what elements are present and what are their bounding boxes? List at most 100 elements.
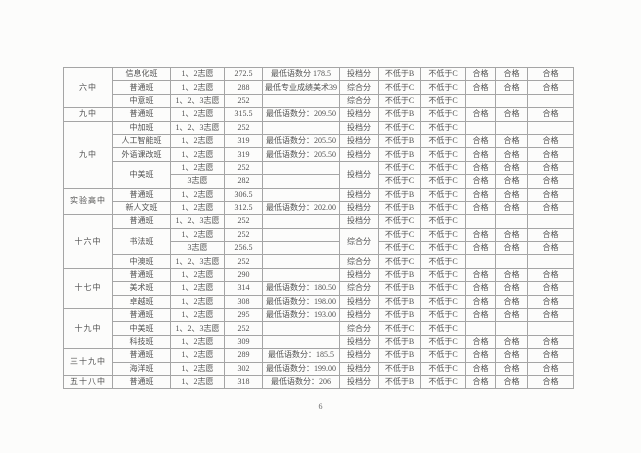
- remark-cell: [262, 174, 340, 189]
- grade-c-cell: 不低于C: [420, 321, 466, 336]
- class-cell: 普通班: [112, 267, 171, 283]
- table-body: 六中 信息化班 1、2志愿 272.5 最低语数分 178.5 投档分 不低于B 不低于C 合格…: [63, 66, 574, 390]
- volunteer-cell: 1、2、3志愿: [170, 321, 225, 336]
- grade-b-cell: 不低于B: [378, 348, 421, 363]
- pass-cell: 合格: [465, 147, 496, 162]
- table-row: 海洋班 1、2志愿 302 最低语数分：199.00 投档分 不低于B 不低于C 合格 合格 合格: [64, 361, 574, 376]
- pass-cell: 合格: [495, 227, 528, 243]
- pass-cell: 合格: [495, 334, 528, 350]
- class-cell: 外语课改班: [112, 147, 171, 162]
- grade-b-cell: 不低于C: [378, 160, 421, 176]
- remark-cell: 最低专业成绩美术39: [262, 80, 340, 95]
- grade-c-cell: 不低于C: [420, 281, 466, 296]
- grade-b-cell: 不低于B: [378, 361, 421, 376]
- pass-cell: [527, 93, 574, 109]
- volunteer-cell: 1、2志愿: [170, 361, 225, 376]
- table-row: 实验高中 普通班 1、2志愿 306.5 投档分 不低于B 不低于C 合格 合格 合格: [63, 187, 574, 216]
- pass-cell: 合格: [495, 294, 528, 310]
- grade-b-cell: 不低于C: [378, 227, 421, 243]
- table-row: 卓越班 1、2志愿 308 最低语数分：198.00 投档分 不低于B 不低于C 合格 合格 合格: [64, 294, 574, 310]
- pass-cell: 合格: [495, 66, 528, 82]
- grade-b-cell: 不低于C: [378, 93, 421, 109]
- score-cell: 314: [224, 281, 263, 296]
- volunteer-cell: 3志愿: [170, 241, 225, 256]
- grade-b-cell: 不低于B: [378, 107, 421, 122]
- pass-cell: 合格: [495, 281, 528, 296]
- pass-cell: 合格: [527, 374, 574, 390]
- grade-b-cell: 不低于C: [378, 80, 421, 95]
- score-cell: 290: [224, 267, 263, 283]
- grade-c-cell: 不低于C: [420, 348, 466, 363]
- grade-b-cell: 不低于B: [378, 133, 421, 149]
- pass-cell: 合格: [465, 107, 496, 122]
- score-type-cell: 投档分: [339, 133, 379, 149]
- score-cell: 252: [224, 160, 263, 176]
- pass-cell: [495, 93, 528, 109]
- score-type-cell: 综合分: [339, 281, 379, 296]
- score-type-cell: 投档分: [339, 66, 379, 82]
- remark-cell: 最低语数分：180.50: [262, 281, 340, 296]
- pass-cell: 合格: [465, 66, 496, 82]
- grade-c-cell: 不低于C: [420, 147, 466, 162]
- table-row: 书法班 1、2志愿 252 综合分 不低于C 不低于C 合格 合格 合格: [64, 227, 574, 256]
- remark-cell: 最低语数分：209.50: [262, 107, 340, 122]
- volunteer-cell: 1、2志愿: [170, 66, 225, 82]
- grade-c-cell: 不低于C: [420, 93, 466, 109]
- class-cell: 中美班: [112, 321, 171, 336]
- pass-cell: [495, 254, 528, 269]
- remark-cell: 最低语数分：198.00: [262, 294, 340, 310]
- score-cell: 252: [224, 214, 263, 229]
- remark-cell: [262, 160, 340, 176]
- score-type-cell: 投档分: [339, 308, 379, 323]
- pass-cell: 合格: [495, 374, 528, 390]
- volunteer-cell: 1、2志愿: [170, 294, 225, 310]
- score-type-cell: 综合分: [339, 227, 379, 256]
- grade-c-cell: 不低于C: [420, 66, 466, 82]
- pass-cell: 合格: [495, 361, 528, 376]
- class-cell: 普通班: [112, 308, 171, 323]
- pass-cell: 合格: [495, 267, 528, 283]
- score-type-cell: 投档分: [339, 160, 379, 189]
- remark-cell: [262, 254, 340, 269]
- remark-cell: [262, 321, 340, 336]
- class-cell: 人工智能班: [112, 133, 171, 149]
- score-cell: 256.5: [224, 241, 263, 256]
- table-row: 六中 信息化班 1、2志愿 272.5 最低语数分 178.5 投档分 不低于B 不低于C 合格…: [63, 66, 574, 109]
- score-cell: 252: [224, 93, 263, 109]
- pass-cell: 合格: [465, 348, 496, 363]
- grade-b-cell: 不低于B: [378, 147, 421, 162]
- pass-cell: [527, 120, 574, 135]
- remark-cell: [262, 267, 340, 283]
- table-row: 九中 中加班 1、2、3志愿 252 投档分 不低于C 不低于C: [63, 120, 574, 189]
- score-cell: 312.5: [224, 200, 263, 216]
- grade-c-cell: 不低于C: [420, 308, 466, 323]
- grade-b-cell: 不低于C: [378, 254, 421, 269]
- volunteer-cell: 1、2志愿: [170, 200, 225, 216]
- remark-cell: [262, 120, 340, 135]
- class-cell: 中美班: [112, 160, 171, 189]
- pass-cell: 合格: [527, 281, 574, 296]
- pass-cell: 合格: [495, 308, 528, 323]
- pass-cell: 合格: [495, 160, 528, 176]
- score-cell: 252: [224, 120, 263, 135]
- volunteer-cell: 1、2志愿: [170, 147, 225, 162]
- school-cell: 九中: [63, 107, 113, 122]
- table-row: 外语课改班 1、2志愿 319 最低语数分：205.50 投档分 不低于B 不低于C 合格 合格…: [64, 147, 574, 162]
- grade-b-cell: 不低于C: [378, 214, 421, 229]
- class-cell: 普通班: [112, 348, 171, 363]
- pass-cell: 合格: [495, 241, 528, 256]
- grade-c-cell: 不低于C: [420, 80, 466, 95]
- volunteer-cell: 1、2志愿: [170, 267, 225, 283]
- class-cell: 普通班: [112, 187, 171, 202]
- pass-cell: [465, 120, 496, 135]
- remark-cell: 最低语数分：202.00: [262, 200, 340, 216]
- pass-cell: 合格: [527, 200, 574, 216]
- school-cell: 六中: [63, 66, 113, 109]
- pass-cell: 合格: [495, 187, 528, 202]
- pass-cell: 合格: [465, 227, 496, 243]
- grade-b-cell: 不低于C: [378, 174, 421, 189]
- pass-cell: 合格: [527, 174, 574, 189]
- score-cell: 295: [224, 308, 263, 323]
- grade-c-cell: 不低于C: [420, 254, 466, 269]
